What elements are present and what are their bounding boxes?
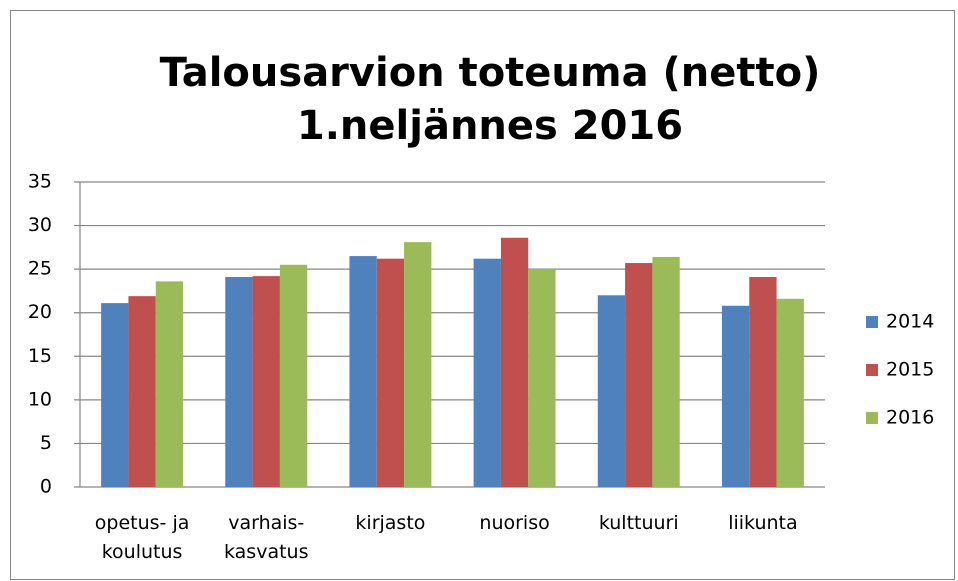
chart-title: Talousarvion toteuma (netto): [160, 50, 821, 96]
bar: [349, 256, 377, 487]
bar: [155, 281, 184, 487]
bar: [404, 242, 432, 487]
x-tick-line: opetus- ja: [95, 512, 190, 534]
x-tick-label: opetus- ja koulutus: [95, 512, 190, 563]
bar: [376, 258, 405, 487]
legend-swatch: [866, 316, 878, 328]
y-tick-label: 15: [28, 345, 52, 367]
legend-swatch: [866, 412, 878, 424]
legend-label: 2014: [886, 311, 934, 333]
y-tick-label: 0: [40, 476, 52, 498]
y-tick-label: 30: [28, 214, 52, 236]
bar: [500, 237, 529, 487]
x-tick-label: kulttuuri: [599, 512, 679, 534]
x-tick-line: koulutus: [102, 541, 183, 563]
bar: [252, 276, 280, 487]
y-tick-label: 10: [28, 388, 52, 410]
y-tick-label: 35: [28, 171, 52, 193]
y-tick-label: 20: [28, 301, 52, 323]
y-tick-label: 25: [28, 258, 52, 280]
x-tick-line: varhais-: [228, 512, 304, 534]
x-tick-label: nuoriso: [479, 512, 549, 534]
bar: [279, 264, 308, 487]
legend-label: 2016: [886, 407, 934, 429]
chart-subtitle: 1.neljännes 2016: [297, 103, 683, 149]
legend-label: 2015: [886, 359, 934, 381]
x-tick-line: kasvatus: [224, 541, 309, 563]
bar: [597, 295, 626, 487]
bar: [101, 303, 129, 487]
bar: [225, 276, 253, 487]
x-tick-label: kirjasto: [355, 512, 425, 534]
x-tick-line: kirjasto: [355, 512, 425, 534]
bar: [776, 298, 804, 487]
x-tick-line: nuoriso: [479, 512, 549, 534]
bar: [473, 258, 501, 487]
bar: [652, 256, 680, 487]
bar: [721, 305, 750, 487]
legend-swatch: [866, 364, 878, 376]
bar: [749, 276, 777, 487]
bar: [128, 296, 156, 487]
bar: [625, 263, 653, 487]
x-tick-label: liikunta: [728, 512, 797, 534]
y-tick-label: 5: [40, 432, 52, 454]
x-tick-line: liikunta: [728, 512, 797, 534]
x-tick-label: varhais-kasvatus: [224, 512, 309, 563]
bar: [528, 269, 556, 487]
x-tick-line: kulttuuri: [599, 512, 679, 534]
